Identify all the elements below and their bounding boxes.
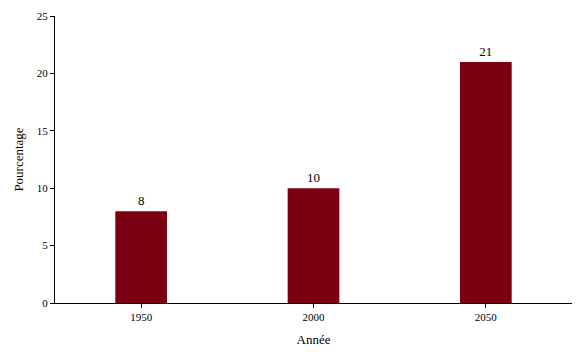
svg-text:20: 20	[37, 67, 49, 79]
svg-text:5: 5	[42, 239, 48, 251]
svg-text:2050: 2050	[475, 311, 498, 323]
svg-text:15: 15	[37, 125, 49, 137]
svg-text:21: 21	[479, 44, 492, 59]
svg-text:10: 10	[37, 182, 49, 194]
svg-text:2000: 2000	[303, 311, 326, 323]
svg-text:1950: 1950	[130, 311, 153, 323]
svg-text:0: 0	[42, 297, 48, 309]
svg-text:Année: Année	[297, 332, 331, 347]
svg-text:Pourcentage: Pourcentage	[11, 127, 26, 191]
svg-text:8: 8	[138, 193, 145, 208]
svg-text:25: 25	[37, 10, 49, 22]
svg-text:10: 10	[307, 170, 320, 185]
